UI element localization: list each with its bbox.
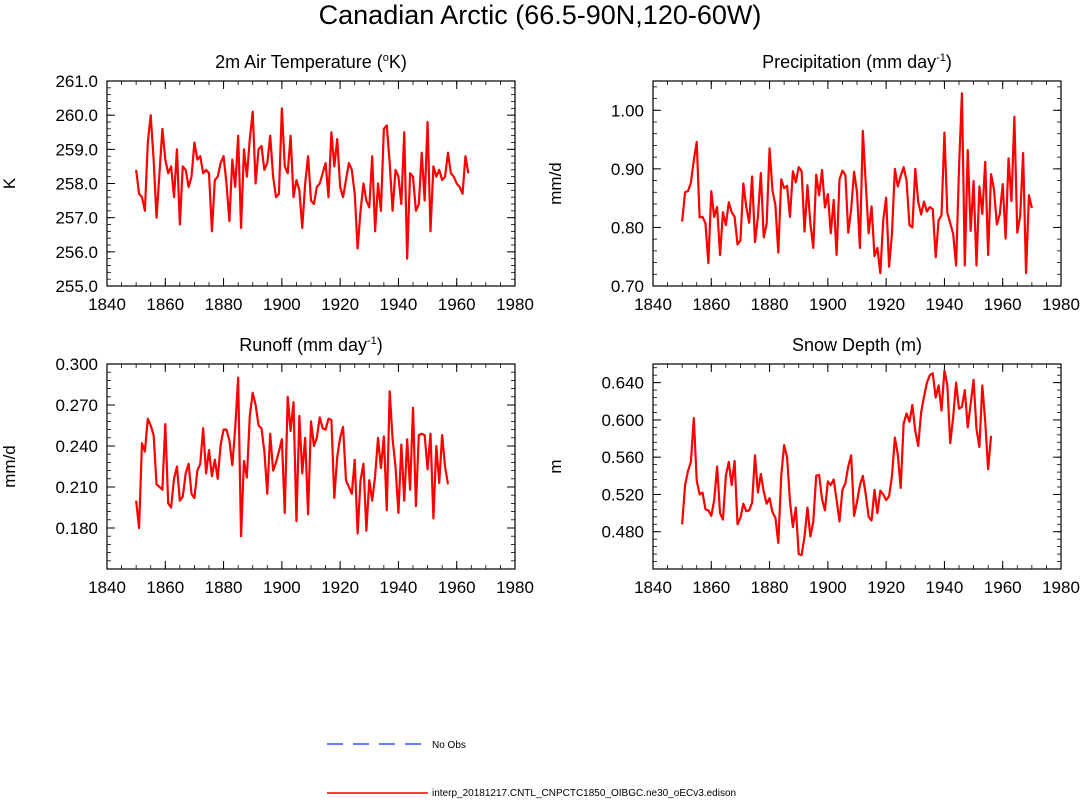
legend: No Obs interp_20181217.CNTL_CNPCTC1850_O…	[327, 740, 736, 799]
x-tick-label: 1900	[263, 578, 301, 597]
x-tick-label: 1860	[146, 295, 184, 314]
y-tick-label: 1.00	[611, 101, 644, 120]
x-tick-label: 1920	[867, 578, 905, 597]
y-tick-label: 258.0	[55, 175, 98, 194]
y-tick-label: 0.210	[55, 478, 98, 497]
x-tick-label: 1860	[692, 578, 730, 597]
y-tick-label: 0.560	[601, 448, 644, 467]
legend-obs-label: No Obs	[432, 740, 466, 751]
y-tick-label: 261.0	[55, 72, 98, 91]
y-axis-label: mm/d	[546, 162, 565, 205]
y-axis-label: mm/d	[0, 445, 19, 488]
x-tick-label: 1860	[692, 295, 730, 314]
y-tick-label: 0.480	[601, 523, 644, 542]
x-tick-label: 1840	[634, 295, 672, 314]
x-tick-label: 1900	[263, 295, 301, 314]
x-tick-label: 1960	[438, 295, 476, 314]
y-tick-label: 0.600	[601, 411, 644, 430]
panel-title-suffix: )	[377, 335, 383, 355]
x-tick-label: 1960	[984, 578, 1022, 597]
figure-title: Canadian Arctic (66.5-90N,120-60W)	[319, 0, 762, 30]
panel-title-text: 2m Air Temperature (	[215, 52, 383, 72]
panel-title: Precipitation (mm day-1)	[762, 52, 952, 72]
x-tick-label: 1940	[380, 578, 418, 597]
y-axis-label: K	[0, 177, 19, 189]
plot-frame	[652, 363, 1062, 570]
x-tick-label: 1980	[1042, 578, 1080, 597]
x-tick-label: 1960	[984, 295, 1022, 314]
x-tick-label: 1980	[496, 295, 534, 314]
panel-title-superscript: o	[383, 52, 389, 64]
series-line	[135, 376, 450, 538]
plot-frame	[106, 80, 516, 287]
x-tick-label: 1980	[496, 578, 534, 597]
x-tick-label: 1920	[321, 578, 359, 597]
y-tick-label: 0.300	[55, 355, 98, 374]
panel-runoff: Runoff (mm day-1) mm/d 1840 1860 1880 1900 192…	[0, 335, 534, 597]
panel-title-suffix: K)	[389, 52, 407, 72]
x-tick-label: 1880	[751, 295, 789, 314]
panel-title-suffix: )	[946, 52, 952, 72]
series-line	[681, 369, 993, 557]
y-tick-label: 256.0	[55, 243, 98, 262]
x-tick-label: 1940	[926, 295, 964, 314]
x-tick-label: 1840	[634, 578, 672, 597]
x-tick-label: 1880	[751, 578, 789, 597]
panel-title: 2m Air Temperature (oK)	[215, 52, 407, 72]
panel-title-text: Runoff (mm day	[239, 335, 367, 355]
x-tick-label: 1860	[146, 578, 184, 597]
panel-title-superscript: -1	[936, 52, 946, 64]
x-tick-label: 1980	[1042, 295, 1080, 314]
y-tick-label: 260.0	[55, 106, 98, 125]
panel-air-temperature: 2m Air Temperature (oK) K 1840 1860 1880 1900…	[0, 52, 534, 314]
x-tick-label: 1920	[321, 295, 359, 314]
panel-title-superscript: -1	[367, 335, 377, 347]
y-tick-label: 259.0	[55, 140, 98, 159]
legend-model-label: interp_20181217.CNTL_CNPCTC1850_OIBGC.ne…	[432, 788, 736, 799]
y-tick-label: 257.0	[55, 209, 98, 228]
x-tick-label: 1840	[88, 578, 126, 597]
panel-title: Runoff (mm day-1)	[239, 335, 383, 355]
y-tick-label: 0.90	[611, 160, 644, 179]
x-tick-label: 1840	[88, 295, 126, 314]
y-tick-label: 0.270	[55, 396, 98, 415]
y-tick-label: 0.640	[601, 374, 644, 393]
y-axis-label: m	[546, 459, 565, 473]
y-tick-label: 0.520	[601, 485, 644, 504]
y-tick-label: 0.240	[55, 437, 98, 456]
x-tick-label: 1920	[867, 295, 905, 314]
y-tick-label: 0.80	[611, 218, 644, 237]
x-tick-label: 1900	[809, 295, 847, 314]
y-tick-label: 255.0	[55, 277, 98, 296]
series-line	[135, 107, 470, 260]
panel-snow-depth: Snow Depth (m) m 1840 1860 1880 1900 1920 1940 1…	[546, 335, 1080, 597]
y-tick-label: 0.180	[55, 519, 98, 538]
panel-title-text: Precipitation (mm day	[762, 52, 936, 72]
panel-precipitation: Precipitation (mm day-1) mm/d 1840 1860 1880…	[546, 52, 1080, 314]
x-tick-label: 1940	[380, 295, 418, 314]
x-tick-label: 1940	[926, 578, 964, 597]
x-tick-label: 1880	[205, 578, 243, 597]
panel-title: Snow Depth (m)	[792, 335, 922, 355]
plot-frame	[106, 363, 516, 570]
x-tick-label: 1900	[809, 578, 847, 597]
series-line	[681, 92, 1033, 275]
y-tick-label: 0.70	[611, 277, 644, 296]
x-tick-label: 1960	[438, 578, 476, 597]
plot-frame	[652, 80, 1062, 287]
panel-title-text: Snow Depth (m)	[792, 335, 922, 355]
x-tick-label: 1880	[205, 295, 243, 314]
